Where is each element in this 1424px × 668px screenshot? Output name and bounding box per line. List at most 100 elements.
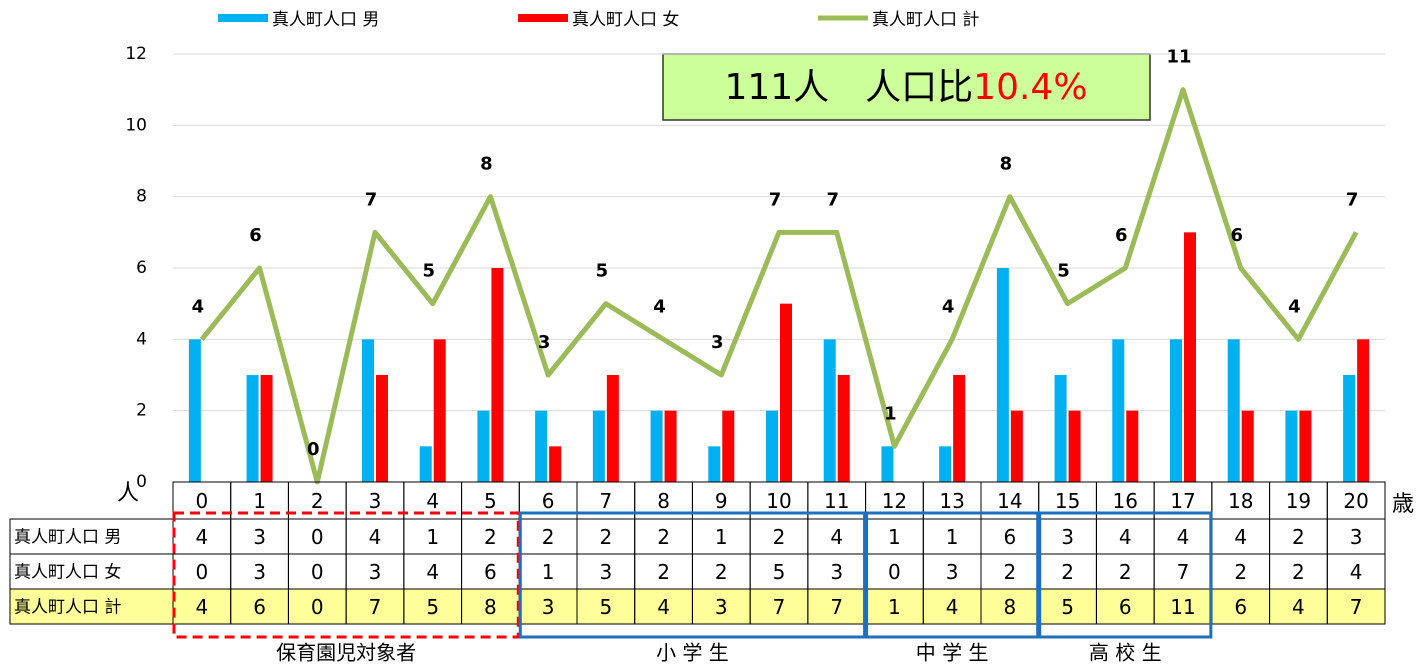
x-tick-label: 2 (311, 489, 324, 513)
table-value: 0 (311, 595, 324, 619)
table-value: 1 (426, 525, 439, 549)
x-tick-label: 3 (369, 489, 382, 513)
x-tick-label: 11 (824, 489, 849, 513)
x-tick-label: 19 (1286, 489, 1311, 513)
legend-label: 真人町人口 男 (272, 10, 379, 30)
table-value: 2 (773, 525, 786, 549)
table-value: 3 (946, 560, 959, 584)
bar (1112, 339, 1125, 482)
annotation: 111人 人口比10.4% (662, 53, 1151, 121)
bar (1170, 339, 1182, 482)
table-value: 0 (888, 560, 901, 584)
y-tick-label: 4 (136, 329, 147, 349)
table-value: 6 (1234, 595, 1247, 619)
table-value: 0 (195, 560, 208, 584)
row-label: 真人町人口 計 (14, 598, 121, 618)
x-tick-label: 6 (542, 489, 555, 513)
bar (376, 375, 388, 482)
bar (1357, 339, 1370, 482)
data-label: 11 (1166, 47, 1191, 68)
group-label: 小 学 生 (656, 641, 729, 665)
table-value: 2 (484, 525, 497, 549)
data-label: 6 (1230, 225, 1243, 246)
bar (1126, 410, 1139, 482)
legend-label: 真人町人口 計 (872, 10, 979, 30)
table-value: 2 (1003, 560, 1016, 584)
data-label: 5 (596, 261, 609, 282)
table-value: 4 (369, 525, 382, 549)
y-tick-label: 10 (125, 115, 147, 135)
x-tick-label: 20 (1343, 489, 1368, 513)
x-tick-label: 12 (882, 489, 907, 513)
y-unit: 人 (117, 481, 139, 506)
data-label: 4 (192, 296, 205, 317)
legend-label: 真人町人口 女 (572, 10, 679, 30)
legend-item: 真人町人口 男 (218, 10, 379, 30)
bar (606, 375, 619, 482)
table-value: 8 (484, 595, 497, 619)
table-value: 6 (484, 560, 497, 584)
x-tick-label: 1 (253, 489, 266, 513)
x-tick-label: 10 (766, 489, 791, 513)
x-tick-label: 15 (1055, 489, 1080, 513)
bar (419, 446, 432, 482)
bar (549, 446, 562, 482)
bar (996, 268, 1009, 482)
table-value: 4 (195, 525, 208, 549)
table-value: 6 (1119, 595, 1132, 619)
table-value: 3 (253, 560, 266, 584)
y-tick-label: 8 (136, 187, 147, 207)
line (199, 87, 1359, 485)
bar (246, 375, 259, 482)
table-value: 11 (1170, 595, 1195, 619)
table-cell (1326, 588, 1386, 625)
table-value: 4 (1177, 525, 1190, 549)
table-value: 3 (830, 560, 843, 584)
bar (823, 339, 836, 482)
table-value: 3 (599, 560, 612, 584)
bar (664, 410, 677, 482)
bar (535, 410, 548, 482)
bar (1184, 232, 1196, 482)
legend-swatch (218, 14, 268, 22)
y-tick-label: 6 (136, 258, 147, 278)
group-box (172, 511, 520, 639)
table-value: 5 (426, 595, 439, 619)
data-label: 6 (249, 225, 262, 246)
table-value: 4 (1350, 560, 1363, 584)
bar (260, 375, 273, 482)
table-value: 1 (888, 595, 901, 619)
table-value: 7 (1350, 595, 1363, 619)
table-value: 1 (946, 525, 959, 549)
table-value: 1 (888, 525, 901, 549)
bar (1299, 410, 1312, 482)
data-label: 8 (480, 154, 493, 175)
data-label: 0 (307, 439, 320, 460)
annotation-main: 111人 人口比 (724, 67, 973, 108)
x-tick-label: 13 (939, 489, 964, 513)
bar (722, 410, 735, 482)
table-value: 5 (599, 595, 612, 619)
bar (953, 375, 966, 482)
legend-item: 真人町人口 計 (818, 10, 979, 30)
table-value: 7 (830, 595, 843, 619)
table-value: 4 (657, 595, 670, 619)
bar (1343, 375, 1356, 482)
bar (1227, 339, 1240, 482)
data-label: 4 (942, 296, 955, 317)
bar (592, 410, 605, 482)
table-value: 3 (1061, 525, 1074, 549)
table-value: 2 (1234, 560, 1247, 584)
bar (1285, 410, 1298, 482)
data-label: 7 (365, 189, 378, 210)
table-value: 2 (657, 560, 670, 584)
table-value: 6 (1003, 525, 1016, 549)
annotation-text: 111人 人口比10.4% (724, 67, 1087, 108)
bar (1054, 375, 1067, 482)
table-value: 6 (253, 595, 266, 619)
table-value: 1 (542, 560, 555, 584)
bar (1068, 410, 1081, 482)
x-tick-label: 0 (195, 489, 208, 513)
data-label: 3 (711, 332, 724, 353)
bar (780, 303, 792, 482)
